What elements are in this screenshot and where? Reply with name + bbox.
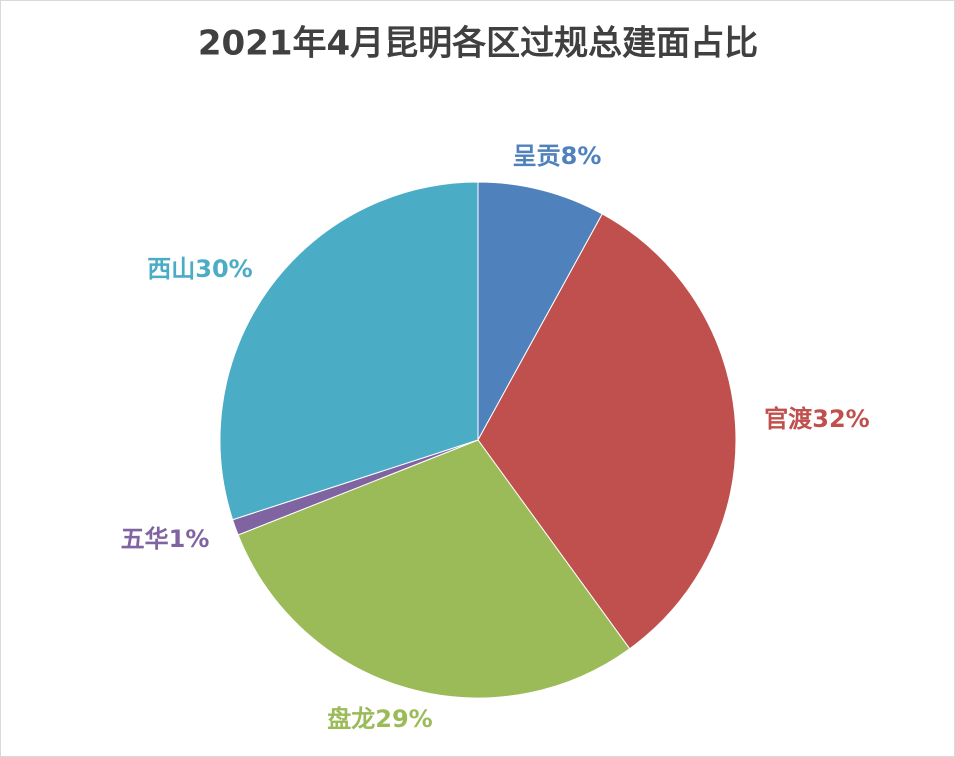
slice-value: 32% — [812, 405, 869, 433]
slice-label: 五华1% — [121, 525, 210, 553]
slice-name: 官渡 — [764, 405, 813, 433]
pie-slice — [477, 213, 737, 650]
slice-name: 盘龙 — [327, 705, 375, 733]
slice-label: 呈贡8% — [513, 142, 602, 170]
slice-name: 五华 — [121, 525, 169, 553]
slice-name: 呈贡 — [513, 142, 561, 170]
pie-slice — [219, 181, 479, 521]
slice-value: 8% — [561, 142, 602, 170]
slice-name: 西山 — [147, 255, 195, 283]
slice-label: 官渡32% — [764, 405, 869, 433]
slice-label: 盘龙29% — [327, 705, 432, 733]
slice-label: 西山30% — [147, 255, 252, 283]
chart-title: 2021年4月昆明各区过规总建面占比 — [198, 24, 758, 64]
slice-value: 30% — [195, 255, 252, 283]
slice-value: 29% — [375, 705, 432, 733]
pie-slice — [237, 439, 631, 699]
pie-slice — [477, 181, 603, 441]
slice-value: 1% — [169, 525, 210, 553]
